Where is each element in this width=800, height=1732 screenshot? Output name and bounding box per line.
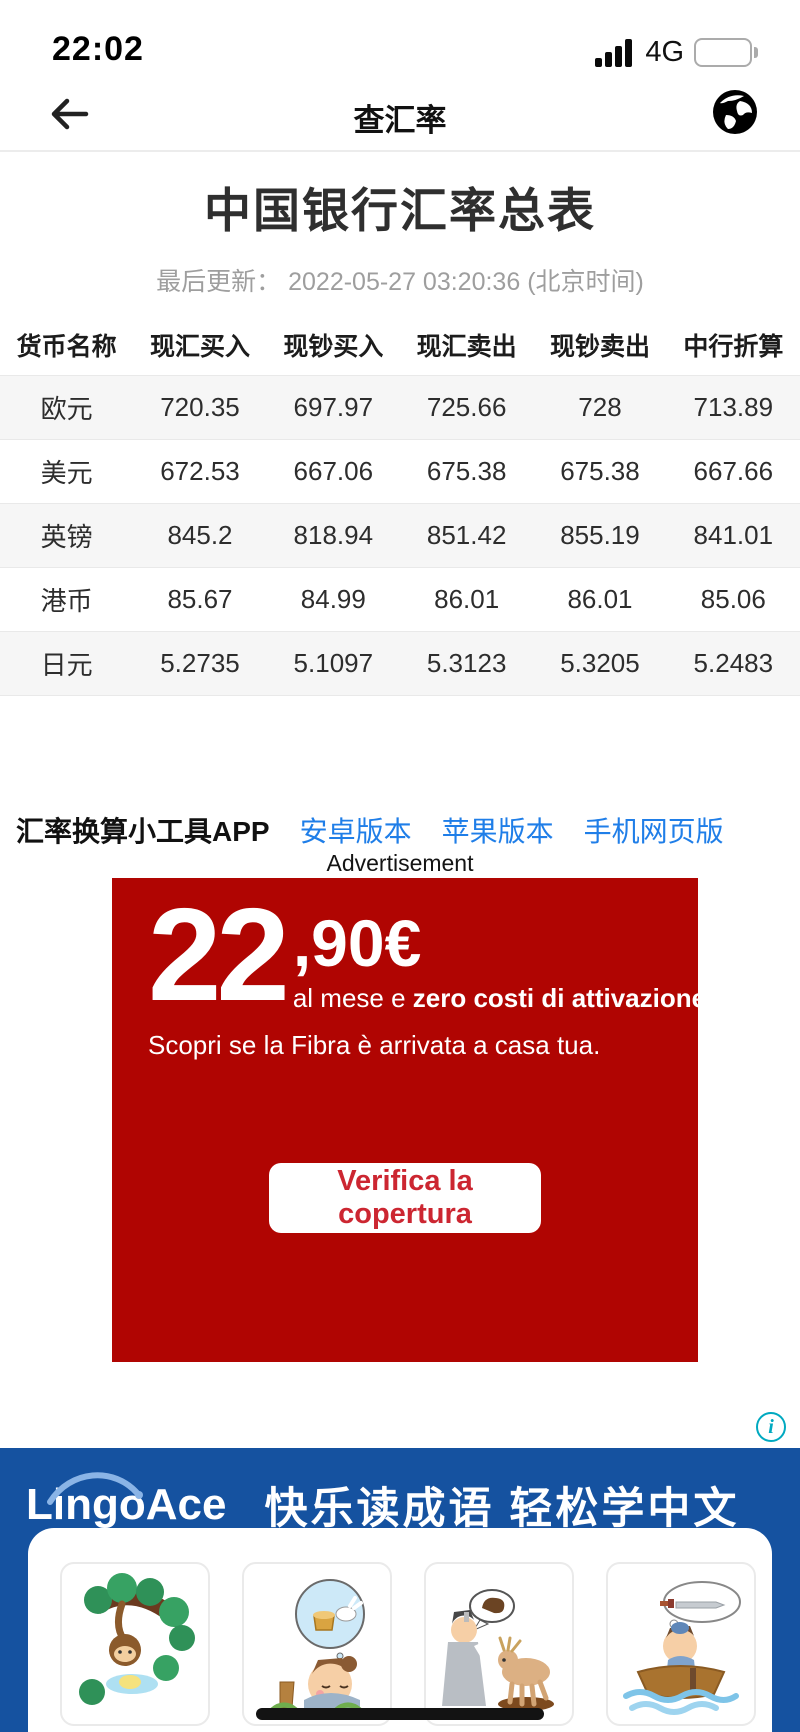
advertisement-label: Advertisement xyxy=(326,850,474,876)
table-row-hkd: 港币 85.67 84.99 86.01 86.01 85.06 xyxy=(0,567,800,631)
page-header-title: 查汇率 xyxy=(353,103,447,138)
home-indicator[interactable] xyxy=(256,1708,544,1720)
waiting-by-stump-for-rabbit-illustration xyxy=(242,1562,392,1726)
status-bar: 22:02 4G xyxy=(0,0,800,75)
converter-app-label: 汇率换算小工具APP xyxy=(16,816,270,847)
table-row-eur: 欧元 720.35 697.97 725.66 728 713.89 xyxy=(0,375,800,439)
col-header-currency: 货币名称 xyxy=(16,332,117,361)
network-type-label: 4G xyxy=(645,36,684,68)
page-title: 中国银行汇率总表 xyxy=(204,184,596,237)
banner-header: LingoAce 快乐读成语 轻松学中文 xyxy=(0,1448,800,1536)
last-updated-text: 最后更新： 2022-05-27 03:20:36 (北京时间) xyxy=(156,268,644,296)
android-version-link[interactable]: 安卓版本 xyxy=(299,816,412,847)
col-header-cash-buy: 现钞买入 xyxy=(283,332,384,361)
nav-bar: 查汇率 xyxy=(0,75,800,152)
back-arrow-icon[interactable] xyxy=(46,91,92,137)
boat-and-sword-illustration xyxy=(606,1562,756,1726)
col-header-fx-buy: 现汇买入 xyxy=(149,332,250,361)
table-row-gbp: 英镑 845.2 818.94 851.42 855.19 841.01 xyxy=(0,503,800,567)
ad-price: 22 ,90€ al mese e zero costi di attivazi… xyxy=(112,878,706,1028)
lingoace-logo: LingoAce xyxy=(26,1472,226,1530)
pointing-at-deer-as-horse-illustration xyxy=(424,1562,574,1726)
ad-price-integer: 22 xyxy=(148,881,290,1028)
monkey-reaching-moon-illustration xyxy=(60,1562,210,1726)
table-row-usd: 美元 672.53 667.06 675.38 675.38 667.66 xyxy=(0,439,800,503)
battery-icon xyxy=(694,38,758,67)
col-header-boc-conversion: 中行折算 xyxy=(683,332,784,361)
col-header-cash-sell: 现钞卖出 xyxy=(549,332,650,361)
clock: 22:02 xyxy=(52,30,144,68)
vodafone-fibra-ad[interactable]: 22 ,90€ al mese e zero costi di attivazi… xyxy=(112,878,706,1362)
ios-version-link[interactable]: 苹果版本 xyxy=(441,816,554,847)
exchange-rates-table: 货币名称 现汇买入 现钞买入 现汇卖出 现钞卖出 中行折算 欧元 720.35 … xyxy=(0,315,800,696)
table-header-row: 货币名称 现汇买入 现钞买入 现汇卖出 现钞卖出 中行折算 xyxy=(0,315,800,375)
lingoace-logo-arc-icon xyxy=(47,1472,143,1505)
ad-price-fraction: ,90€ xyxy=(292,905,422,980)
ad-info-icon[interactable]: i xyxy=(756,1412,786,1442)
idiom-cards-panel xyxy=(28,1528,772,1732)
ad-tagline: al mese e zero costi di attivazione xyxy=(292,982,707,1013)
banner-slogan: 快乐读成语 轻松学中文 xyxy=(264,1485,740,1533)
ad-subline: Scopri se la Fibra è arrivata a casa tua… xyxy=(148,1029,601,1060)
converter-app-links-row: 汇率换算小工具APP 安卓版本 苹果版本 手机网页版 xyxy=(16,810,724,850)
mobile-web-version-link[interactable]: 手机网页版 xyxy=(583,816,724,847)
verify-coverage-button[interactable]: Verifica la copertura xyxy=(269,1163,541,1233)
lingoace-banner-ad[interactable]: LingoAce 快乐读成语 轻松学中文 xyxy=(0,1448,800,1732)
signal-strength-icon xyxy=(595,38,633,67)
table-row-jpy: 日元 5.2735 5.1097 5.3123 5.3205 5.2483 xyxy=(0,631,800,695)
globe-language-icon[interactable] xyxy=(710,87,760,137)
col-header-fx-sell: 现汇卖出 xyxy=(416,332,517,361)
